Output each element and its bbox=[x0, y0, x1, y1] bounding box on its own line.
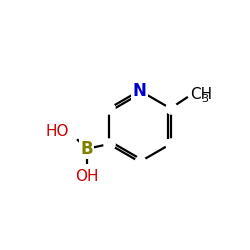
Text: HO: HO bbox=[46, 124, 69, 139]
Text: OH: OH bbox=[75, 169, 98, 184]
Text: CH: CH bbox=[190, 88, 212, 102]
Text: N: N bbox=[133, 82, 146, 100]
Text: 3: 3 bbox=[201, 94, 208, 104]
Text: B: B bbox=[80, 140, 93, 158]
